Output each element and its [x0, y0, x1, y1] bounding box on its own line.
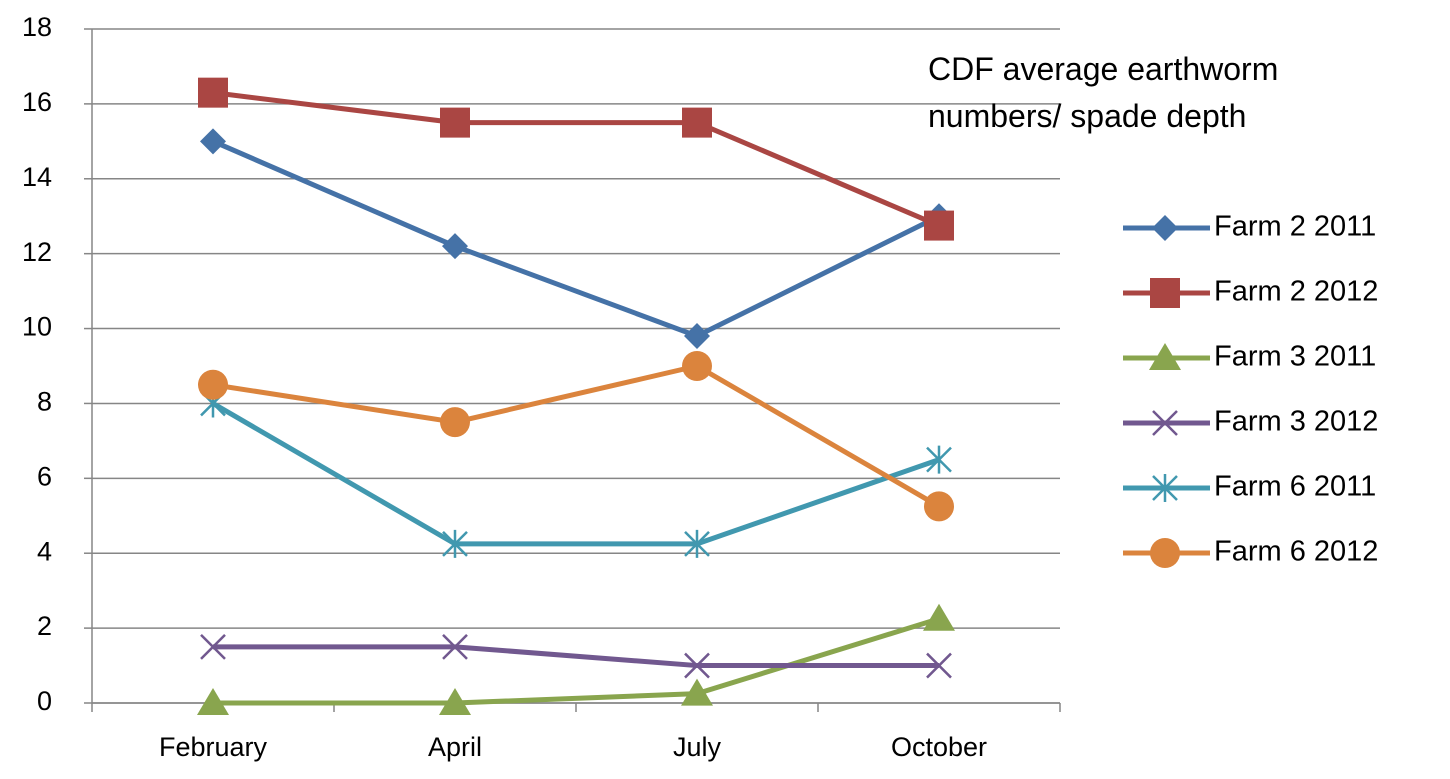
y-tick-label: 10 — [22, 312, 52, 342]
legend-label: Farm 3 2011 — [1214, 341, 1376, 373]
series-line — [212, 363, 941, 509]
series-line — [212, 90, 940, 228]
y-tick-label: 12 — [22, 237, 52, 267]
x-tick-label: October — [891, 732, 987, 762]
legend-label: Farm 2 2011 — [1214, 211, 1376, 243]
data-point — [442, 233, 468, 260]
chart-title: CDF average earthworm numbers/ spade dep… — [928, 51, 1279, 134]
data-point — [926, 445, 952, 474]
data-point — [197, 688, 229, 715]
data-point — [198, 369, 228, 400]
legend-marker — [1150, 278, 1180, 308]
data-point — [684, 529, 710, 558]
legend-label: Farm 3 2012 — [1214, 406, 1378, 438]
y-tick-label: 0 — [37, 686, 52, 716]
data-point — [682, 107, 712, 138]
data-point — [681, 678, 713, 706]
series-line — [212, 139, 941, 339]
data-point — [440, 107, 470, 138]
series-line — [213, 616, 940, 706]
legend-marker — [1150, 538, 1180, 568]
data-point — [923, 603, 955, 631]
y-tick-label: 8 — [37, 387, 52, 417]
series-line — [213, 644, 939, 669]
data-point — [439, 688, 471, 715]
data-point — [200, 128, 226, 155]
data-point — [200, 633, 226, 660]
data-point — [684, 323, 710, 350]
data-point — [442, 633, 468, 660]
x-tick-label: April — [428, 732, 482, 762]
y-tick-label: 4 — [37, 536, 52, 566]
data-point — [198, 77, 228, 108]
legend-label: Farm 2 2012 — [1214, 276, 1378, 308]
series-line — [211, 401, 940, 547]
data-point — [924, 210, 954, 241]
legend-marker — [1152, 474, 1178, 502]
legend-marker — [1149, 343, 1181, 370]
data-point — [440, 407, 470, 438]
data-point — [926, 652, 952, 679]
y-tick-label: 6 — [37, 461, 52, 491]
y-tick-label: 16 — [22, 87, 52, 117]
x-tick-label: February — [159, 732, 268, 762]
data-point — [924, 491, 954, 522]
legend-marker — [1152, 215, 1178, 241]
data-point — [442, 529, 468, 558]
legend-marker — [1152, 410, 1178, 436]
legend-label: Farm 6 2011 — [1214, 471, 1376, 503]
y-tick-label: 18 — [22, 12, 52, 42]
y-tick-label: 2 — [37, 611, 52, 641]
y-tick-label: 14 — [22, 162, 52, 192]
legend-label: Farm 6 2012 — [1214, 536, 1378, 568]
data-point — [684, 652, 710, 679]
x-tick-label: July — [673, 732, 722, 762]
data-point — [682, 351, 712, 381]
